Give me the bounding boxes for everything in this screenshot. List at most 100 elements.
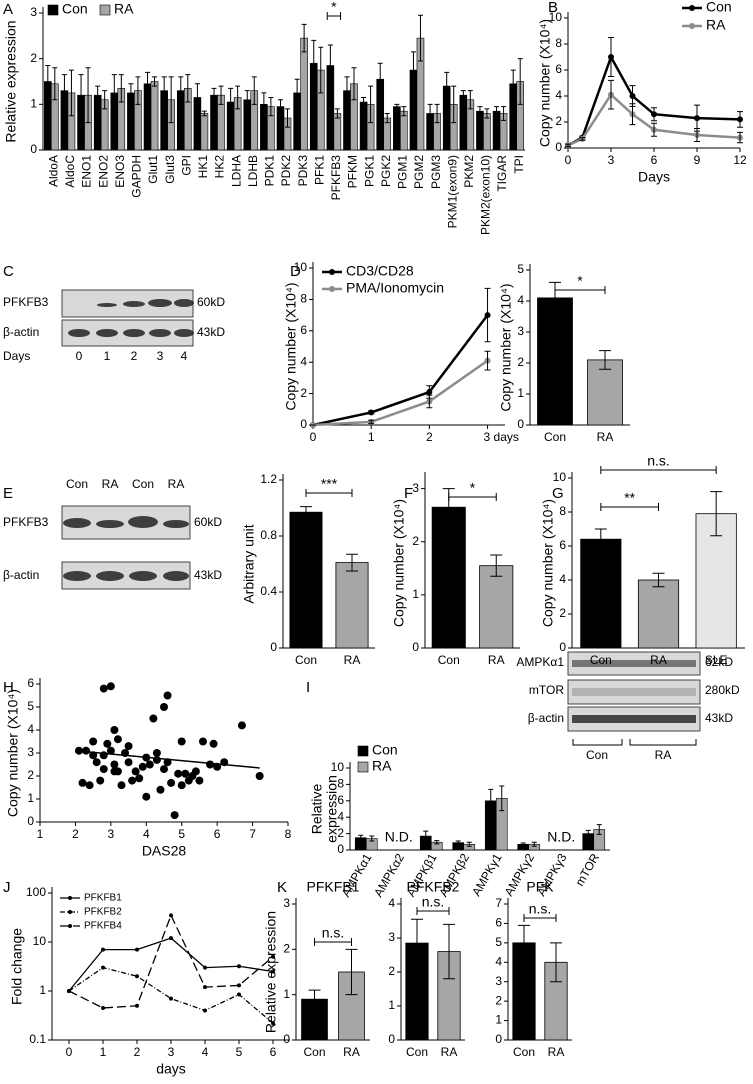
x-tick-label: 0	[66, 1045, 73, 1059]
x-tick-label: Con	[513, 1045, 535, 1059]
panel-label: G	[552, 485, 564, 502]
x-axis-label: Days	[638, 169, 670, 185]
point	[142, 792, 151, 801]
x-tick-label: PKM2(exon10)	[479, 155, 493, 235]
legend-marker	[329, 286, 335, 292]
point	[99, 684, 108, 693]
significance-bracket	[305, 489, 353, 497]
blot-lane: 0	[76, 349, 83, 363]
blot-band	[149, 329, 171, 337]
annotation: n.s.	[322, 925, 345, 941]
error-bar	[444, 71, 450, 101]
bar	[459, 94, 468, 151]
x-tick-label: PGK2	[379, 155, 393, 187]
bar	[400, 110, 408, 151]
legend-label: RA	[372, 758, 392, 774]
chart-title: PFKFB1	[307, 879, 360, 895]
annotation: n.s.	[647, 453, 670, 469]
error-bar	[128, 83, 134, 103]
error-bar	[411, 918, 423, 968]
x-tick-label: 5	[236, 1045, 243, 1059]
point	[96, 776, 105, 785]
blot-lane: RA	[168, 477, 185, 491]
point	[195, 776, 204, 785]
panel-label: E	[3, 485, 13, 502]
legend-marker	[68, 896, 72, 900]
x-tick-label: 6	[270, 1045, 277, 1059]
error-bar	[145, 71, 151, 96]
error-bar	[194, 83, 200, 112]
blot-band	[128, 516, 158, 528]
annotation: N.D.	[547, 829, 575, 845]
error-bar	[201, 110, 207, 117]
legend-swatch	[357, 745, 369, 757]
x-tick-label: 4	[143, 827, 150, 841]
y-tick-label: 10	[33, 934, 47, 948]
blot-size: 60kD	[197, 295, 225, 309]
error-bar	[510, 69, 516, 98]
error-bar	[531, 841, 537, 847]
legend-label: PFKFB4	[84, 921, 122, 932]
error-bar	[178, 76, 184, 105]
y-tick-label: 0.4	[260, 584, 277, 598]
error-bar	[455, 840, 461, 845]
blot-row	[567, 679, 701, 705]
blot-group: RA	[655, 748, 672, 762]
blot-label: mTOR	[529, 683, 564, 697]
y-axis-label: Fold change	[9, 928, 25, 1005]
blot-size: 280kD	[705, 683, 740, 697]
error-bar	[629, 103, 636, 126]
point	[167, 778, 176, 787]
error-bar	[417, 14, 423, 62]
x-tick-label: RA	[650, 653, 667, 667]
x-tick-label: PKM1(exon9)	[445, 155, 459, 228]
x-tick-label: TIGAR	[495, 155, 509, 192]
x-tick-label: Glut1	[146, 155, 160, 184]
y-tick-label: 3	[412, 481, 419, 495]
point	[110, 760, 119, 769]
x-tick-label: RA	[344, 653, 361, 667]
error-bar	[102, 90, 108, 110]
error-bar	[579, 137, 586, 141]
legend-marker	[68, 924, 72, 928]
blot-band	[123, 329, 145, 337]
x-tick-label: PDK2	[279, 155, 293, 187]
y-tick-label: 2	[300, 386, 307, 400]
bar	[359, 101, 368, 151]
point	[117, 781, 126, 790]
blot-band	[129, 571, 157, 581]
blot-band	[97, 303, 117, 307]
annotation: n.s.	[422, 894, 445, 910]
error-bar	[467, 90, 473, 110]
y-tick-label: 2	[337, 826, 344, 840]
x-tick-label: PFKM	[346, 155, 360, 188]
x-tick-label: 6	[214, 827, 221, 841]
blot-label: PFKFB3	[3, 515, 49, 529]
point	[271, 969, 275, 974]
x-tick-label: LDHB	[246, 155, 260, 187]
error-bar	[111, 74, 117, 112]
blot-label: β-actin	[528, 711, 564, 725]
y-axis-label: Relative expression	[3, 20, 19, 142]
y-tick-label: 7	[495, 896, 502, 910]
y-tick-label: 1	[517, 386, 524, 400]
error-bar	[426, 394, 433, 409]
error-bar	[434, 840, 440, 845]
bar	[289, 511, 323, 649]
point	[169, 913, 173, 918]
y-tick-label: 6	[559, 538, 566, 552]
point	[131, 767, 140, 776]
blot-size: 62kD	[705, 655, 733, 669]
y-tick-label: 3	[27, 745, 34, 759]
bar	[587, 359, 623, 426]
point	[198, 737, 207, 746]
error-bar	[135, 76, 141, 105]
blot-e: Con RA Con RA PFKFB3 β-actin 60kD 43kD	[3, 477, 222, 590]
x-tick-label: 3 days	[484, 430, 519, 444]
blot-label: AMPKα1	[516, 655, 564, 669]
panel-label: D	[290, 263, 301, 280]
y-tick-label: 3	[30, 5, 37, 19]
x-tick-label: LDHA	[229, 155, 243, 187]
chart-title: PFKFB2	[407, 879, 460, 895]
blot-band	[63, 518, 91, 528]
